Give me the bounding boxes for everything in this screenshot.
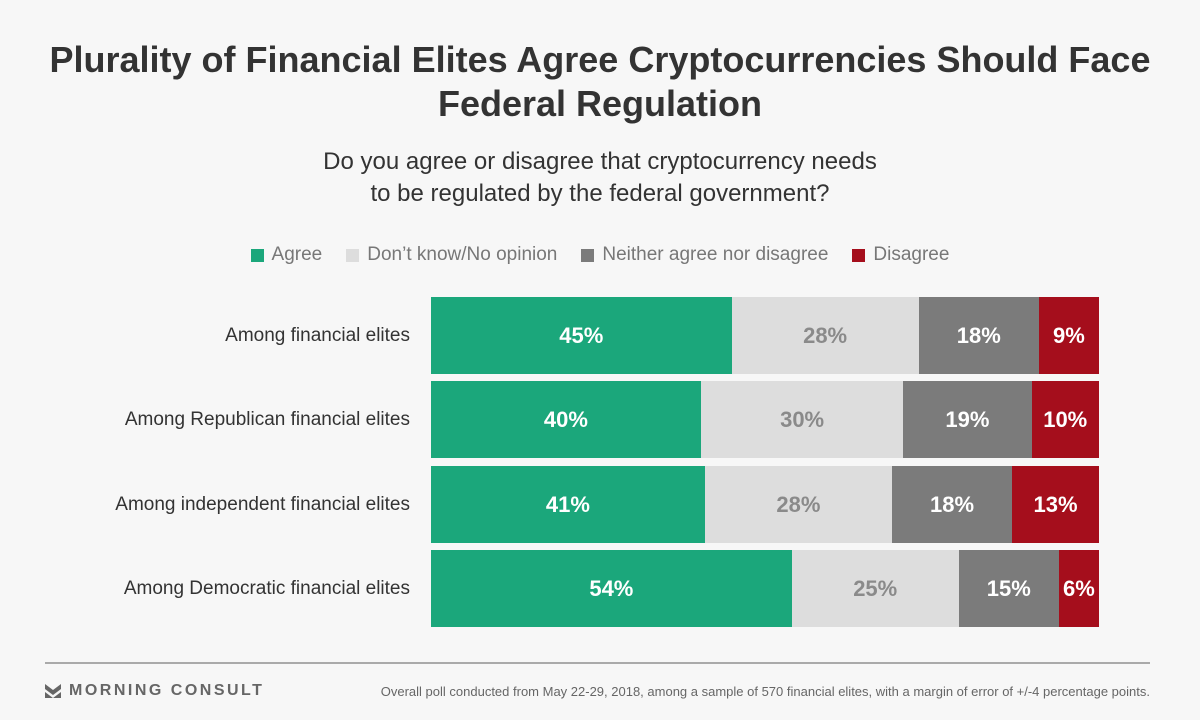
legend-swatch [852, 248, 866, 262]
data-label: 28% [776, 491, 821, 517]
category-label: Among Democratic financial elites [123, 578, 410, 599]
chart-title: Plurality of Financial Elites Agree Cryp… [49, 39, 1151, 124]
legend-item: Agree [250, 244, 323, 266]
stacked-bar: 40% 30% 19% 10% [431, 381, 1099, 458]
legend-label: Disagree [873, 244, 950, 265]
data-label: 18% [956, 322, 1001, 348]
bar-segment: 19% [903, 381, 1032, 458]
chart-row: Among independent financial elites 41% 28%… [0, 466, 1200, 543]
bar-segment: 45% [431, 297, 732, 374]
legend: Agree Don’t know/No opinion Neither agree … [0, 244, 1200, 266]
brand-logo: MORNING CONSULT [45, 682, 264, 700]
data-label: 45% [559, 322, 604, 348]
bar-segment: 41% [431, 466, 705, 543]
legend-item: Don’t know/No opinion [346, 244, 557, 266]
stacked-bar: 45% 28% 18% 9% [431, 297, 1099, 374]
chart-row: Among financial elites 45% 28% 18% 9% [0, 297, 1200, 374]
bar-segment: 28% [731, 297, 919, 374]
data-label: 15% [986, 575, 1031, 601]
stacked-bar: 54% 25% 15% 6% [431, 550, 1099, 627]
subtitle-line: Do you agree or disagree that cryptocurr… [323, 148, 877, 175]
data-label: 41% [545, 491, 590, 517]
data-label: 9% [1053, 322, 1085, 348]
legend-swatch [250, 248, 264, 262]
bar-segment: 40% [431, 381, 701, 458]
chart-row: Among Democratic financial elites 54% 25% 1… [0, 550, 1200, 627]
data-label: 40% [543, 406, 588, 432]
bar-segment: 18% [918, 297, 1039, 374]
bar-segment: 10% [1031, 381, 1099, 458]
brand-name: MORNING CONSULT [69, 682, 265, 699]
legend-label: Don’t know/No opinion [367, 244, 558, 265]
footer-divider [45, 662, 1150, 664]
bar-segment: 13% [1012, 466, 1099, 543]
legend-swatch [346, 248, 360, 262]
legend-label: Neither agree nor disagree [602, 244, 829, 265]
legend-swatch [581, 248, 595, 262]
data-label: 13% [1033, 491, 1078, 517]
data-label: 6% [1063, 575, 1095, 601]
category-label: Among financial elites [225, 325, 410, 346]
bar-segment: 25% [791, 550, 959, 627]
stacked-bar: 41% 28% 18% 13% [431, 466, 1099, 543]
data-label: 30% [780, 406, 825, 432]
data-label: 19% [945, 406, 990, 432]
methodology-note: Overall poll conducted from May 22-29, 2… [380, 684, 1150, 699]
bar-segment: 28% [704, 466, 892, 543]
category-label: Among Republican financial elites [124, 409, 410, 430]
bar-segment: 15% [958, 550, 1059, 627]
data-label: 18% [930, 491, 975, 517]
morning-consult-logo-icon [45, 684, 61, 698]
data-label: 28% [803, 322, 848, 348]
bar-segment: 9% [1038, 297, 1099, 374]
chart-subtitle: Do you agree or disagree that cryptocurr… [0, 146, 1200, 210]
category-label: Among independent financial elites [115, 494, 410, 515]
data-label: 10% [1043, 406, 1088, 432]
legend-item: Neither agree nor disagree [581, 244, 828, 266]
legend-label: Agree [271, 244, 323, 265]
chart-row: Among Republican financial elites 40% 30% 1… [0, 381, 1200, 458]
subtitle-line: to be regulated by the federal governmen… [370, 180, 830, 207]
bar-segment: 54% [431, 550, 792, 627]
data-label: 54% [589, 575, 634, 601]
data-label: 25% [853, 575, 898, 601]
bar-segment: 6% [1058, 550, 1099, 627]
bar-segment: 30% [700, 381, 904, 458]
bar-segment: 18% [891, 466, 1013, 543]
legend-item: Disagree [852, 244, 949, 266]
